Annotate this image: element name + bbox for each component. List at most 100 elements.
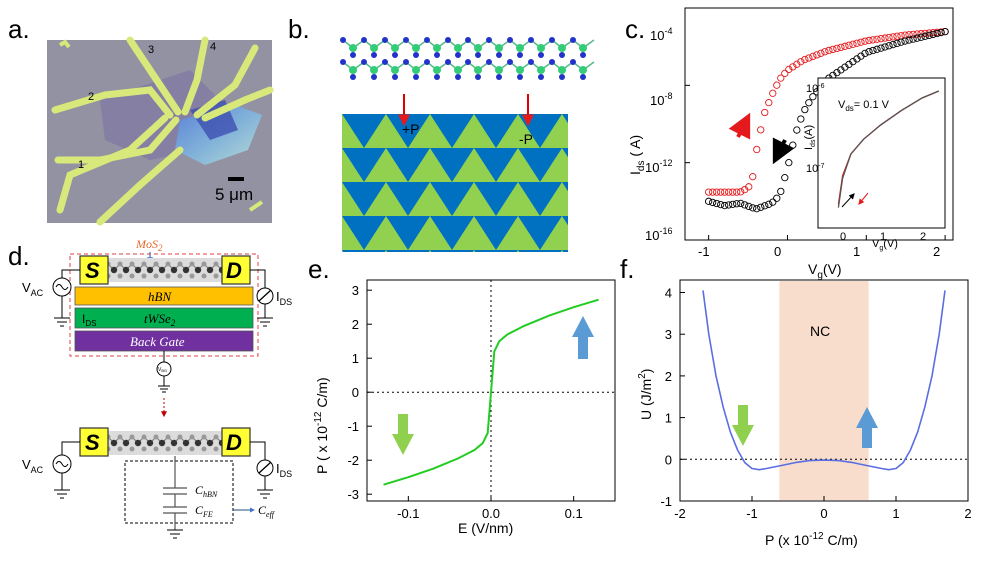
twse2-layer	[74, 307, 254, 329]
transfer-chart: 10-4 10-8 10-12 10-16 -1 0 1 2 Vg(V) Ids…	[627, 7, 954, 281]
c-data-point-forward	[873, 35, 881, 43]
e-ytick-label: -1	[347, 419, 359, 434]
chalcogen-atom	[361, 59, 367, 65]
c-data-point-backward	[933, 29, 941, 38]
e-ylabel: P ( x 10-12 C/m)	[313, 377, 330, 474]
f-ytick-label: 1	[665, 411, 672, 426]
c-data-point-forward	[709, 188, 717, 196]
scale-bar	[228, 177, 244, 181]
c-xtick-1: -1	[698, 244, 710, 259]
c-data-point-backward	[793, 126, 801, 134]
c-data-point-backward	[704, 197, 713, 205]
inset-annotation: Vds= 0.1 V	[838, 99, 890, 113]
chalcogen-atom	[340, 37, 346, 43]
c-data-point-forward	[861, 37, 869, 45]
c-data-point-forward	[829, 45, 837, 54]
c-data-point-backward	[725, 201, 733, 209]
c-data-point-forward	[765, 99, 773, 107]
chalcogen-atom	[528, 37, 534, 43]
c-data-point-backward	[773, 194, 781, 202]
c-data-point-forward	[745, 183, 753, 191]
chalcogen-atom	[528, 59, 534, 65]
c-xlabel: Vg(V)	[808, 261, 842, 281]
c-data-point-forward	[729, 188, 737, 196]
metal-atom	[110, 439, 118, 447]
inset-red-arrow	[858, 192, 869, 205]
chalcogen-atom	[475, 52, 481, 58]
chalcogen-atom	[413, 74, 419, 80]
chalcogen-atom	[434, 52, 440, 58]
c-data-point-forward	[821, 48, 829, 56]
chalcogen-atom	[141, 273, 147, 279]
chalcogen-atom	[165, 446, 171, 452]
metal-atom	[495, 66, 503, 74]
c-ytick-1: 10-4	[650, 26, 672, 43]
c-data-point-forward	[845, 41, 853, 49]
chalcogen-atom	[371, 74, 377, 80]
c-data-point-backward	[801, 105, 809, 114]
c-data-point-forward	[901, 31, 909, 39]
twse2-label: tWSe2	[144, 311, 176, 328]
forward-sweep-arrow	[728, 112, 751, 140]
metal-atom	[516, 66, 524, 74]
metal-atom	[433, 66, 441, 74]
f-ytick-label: 0	[665, 452, 672, 467]
chalcogen-atom	[177, 434, 183, 440]
e-ytick-label: 0	[352, 385, 359, 400]
electrode-label-4: 4	[210, 41, 216, 53]
c-data-point-forward	[773, 81, 781, 89]
c-data-point-backward	[717, 200, 725, 209]
chalcogen-atom	[117, 446, 123, 452]
c-xtick-4: 2	[933, 244, 940, 259]
chalcogen-atom	[559, 52, 565, 58]
inset-ytick-1: 10-6	[806, 83, 825, 95]
c-data-point-backward	[913, 34, 921, 42]
e-xtick-label: 0.0	[482, 506, 500, 521]
atomic-lattice-views	[340, 37, 595, 80]
c-ytick-3: 10-12	[645, 158, 672, 175]
source-label: S	[85, 258, 100, 283]
chalcogen-atom	[465, 37, 471, 43]
metal-atom	[158, 266, 166, 274]
chalcogen-atom	[189, 446, 195, 452]
chalcogen-atom	[213, 446, 219, 452]
nc-label: NC	[810, 323, 830, 339]
vac-label-top: VAC	[22, 280, 44, 298]
drain-label-equivalent: D	[226, 430, 242, 455]
c-data-point-forward	[837, 43, 845, 52]
back-gate-label: Back Gate	[130, 334, 185, 349]
c-data-point-forward	[881, 34, 889, 42]
metal-atom	[206, 439, 214, 447]
chalcogen-atom	[549, 37, 555, 43]
f-xtick-label: 2	[964, 506, 971, 521]
e-ytick-label: -2	[347, 453, 359, 468]
chalcogen-atom	[475, 74, 481, 80]
e-xtick-label: -0.1	[397, 506, 419, 521]
c-data-point-backward	[929, 30, 937, 39]
chalcogen-atom	[392, 74, 398, 80]
c-data-point-backward	[797, 115, 805, 123]
nc-region	[779, 281, 869, 500]
c-data-point-forward	[733, 188, 741, 196]
c-data-point-backward	[709, 198, 717, 207]
chalcogen-atom	[129, 261, 135, 267]
e-ytick-label: -3	[347, 487, 359, 502]
c-data-point-forward	[833, 44, 841, 53]
c-data-point-backward	[753, 205, 761, 213]
vac-label-equivalent: VAC	[22, 457, 44, 475]
c-data-point-backward	[757, 203, 765, 211]
c-data-point-backward	[925, 31, 933, 40]
metal-atom	[412, 44, 420, 52]
ids-label-top: IDS	[276, 289, 292, 307]
c-data-point-forward	[704, 188, 713, 196]
c-data-point-backward	[741, 201, 749, 209]
c-ylabel: Ids ( A)	[627, 135, 647, 175]
electrode-label-1: 1	[78, 159, 84, 171]
inset-xtick-2: 1	[880, 231, 886, 243]
inset-xtick-3: 2	[920, 231, 926, 243]
c-data-point-backward	[809, 93, 817, 101]
chalcogen-atom	[189, 273, 195, 279]
electrode-label-2: 2	[88, 91, 94, 103]
f-ytick-label: 2	[665, 369, 672, 384]
